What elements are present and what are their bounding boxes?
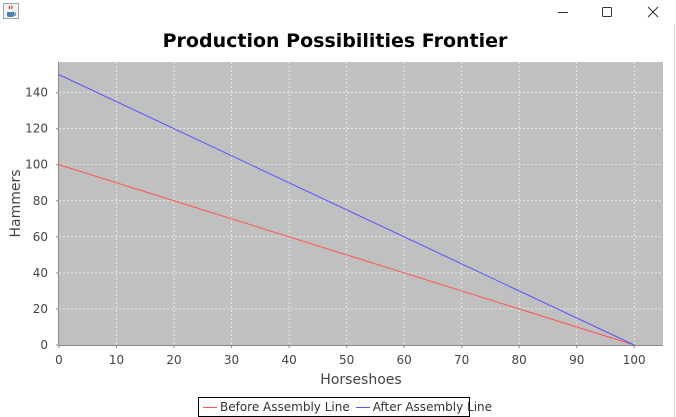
y-tick-label: 20 bbox=[33, 302, 48, 316]
y-tick-label: 40 bbox=[33, 266, 48, 280]
chart-title: Production Possibilities Frontier bbox=[162, 30, 508, 52]
legend-swatch-before bbox=[203, 406, 217, 408]
x-tick-label: 20 bbox=[166, 353, 181, 367]
window-titlebar bbox=[0, 0, 676, 24]
y-axis-label: Hammers bbox=[8, 169, 24, 237]
chart-legend: Before Assembly Line After Assembly Line bbox=[198, 397, 492, 417]
legend-item-after: After Assembly Line bbox=[355, 400, 493, 414]
maximize-button[interactable] bbox=[584, 0, 629, 24]
x-tick-label: 70 bbox=[454, 353, 469, 367]
close-icon bbox=[647, 6, 658, 18]
x-tick-label: 90 bbox=[569, 353, 584, 367]
x-tick-label: 30 bbox=[224, 353, 239, 367]
x-tick-label: 60 bbox=[397, 353, 412, 367]
y-tick-label: 140 bbox=[25, 86, 48, 100]
y-tick-label: 120 bbox=[25, 122, 48, 136]
x-tick-label: 100 bbox=[623, 353, 646, 367]
close-button[interactable] bbox=[630, 0, 675, 24]
legend-swatch-after bbox=[355, 406, 370, 408]
x-tick-label: 10 bbox=[109, 353, 124, 367]
plot-area bbox=[59, 62, 663, 345]
x-tick-label: 0 bbox=[55, 353, 63, 367]
series-line-after bbox=[58, 74, 635, 346]
y-tick-label: 60 bbox=[33, 230, 48, 244]
y-tick-label: 100 bbox=[25, 158, 48, 172]
x-tick-label: 40 bbox=[281, 353, 296, 367]
legend-item-before: Before Assembly Line bbox=[203, 400, 350, 414]
minimize-icon bbox=[557, 12, 568, 13]
series-line-before bbox=[58, 164, 635, 346]
minimize-button[interactable] bbox=[540, 0, 585, 24]
x-tick-label: 80 bbox=[512, 353, 527, 367]
x-axis-label: Horseshoes bbox=[320, 372, 401, 388]
x-tick-label: 50 bbox=[339, 353, 354, 367]
java-cup-icon bbox=[3, 3, 19, 19]
legend-label-after: After Assembly Line bbox=[372, 400, 493, 414]
legend-label-before: Before Assembly Line bbox=[220, 400, 350, 414]
window-content bbox=[0, 24, 675, 417]
y-tick-label: 0 bbox=[40, 338, 48, 352]
maximize-icon bbox=[601, 7, 612, 17]
y-tick-label: 80 bbox=[33, 194, 48, 208]
